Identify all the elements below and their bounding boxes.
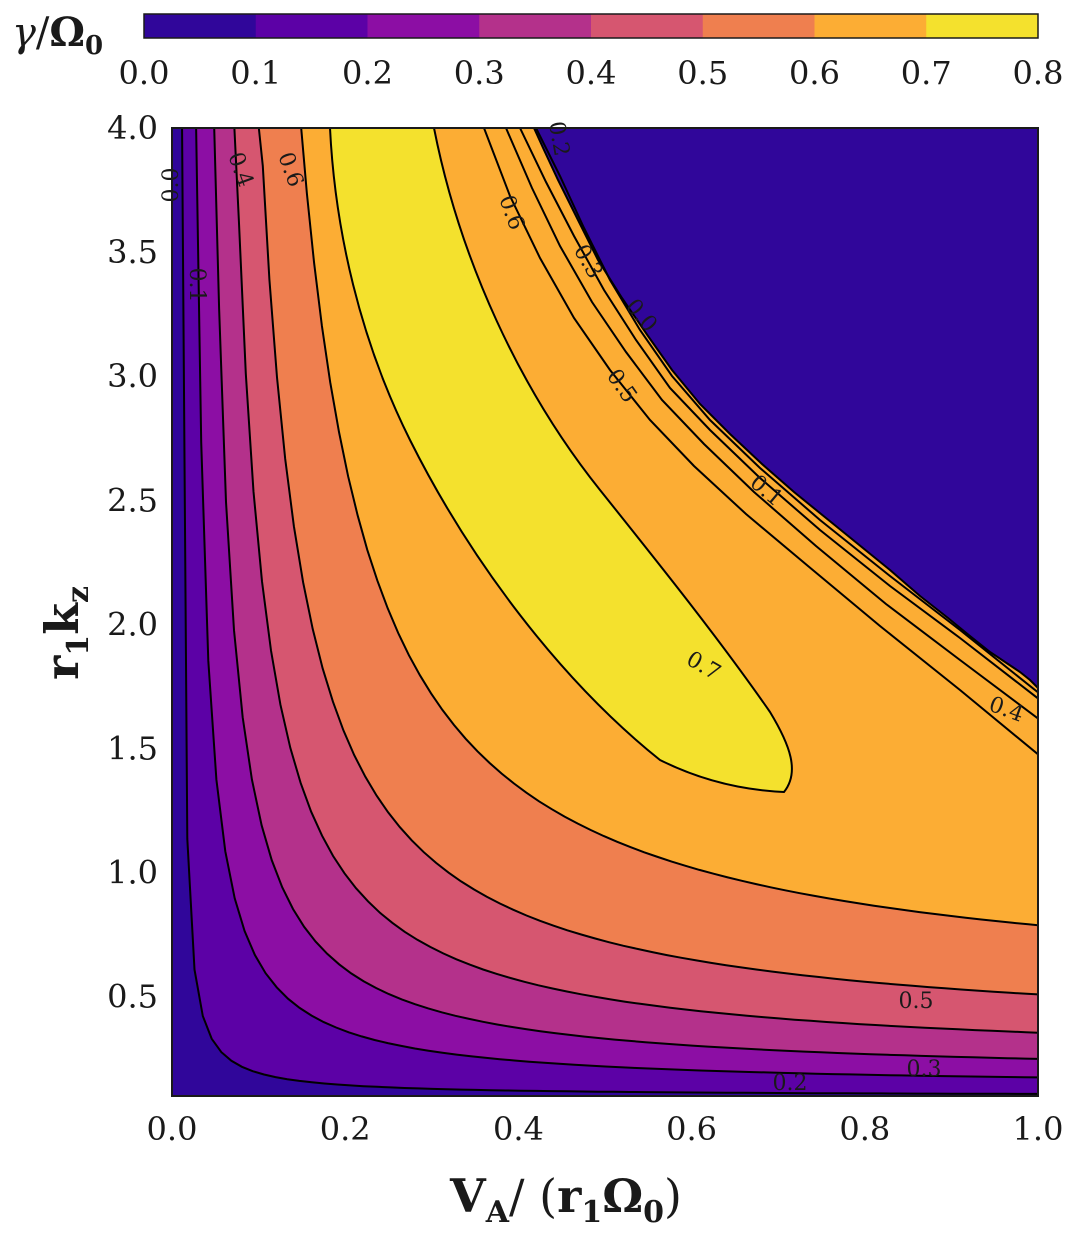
y-tick-label: 3.5 [107, 233, 158, 271]
x-axis-ticks: 0.0 0.2 0.4 0.6 0.8 1.0 [147, 1110, 1064, 1148]
contour-line [257, 128, 1038, 996]
x-label-close: ) [664, 1169, 682, 1223]
colorbar-title-sub: 0 [85, 31, 103, 61]
plot-area [172, 128, 1038, 1096]
y-tick-label: 4.0 [107, 109, 158, 147]
x-label-v: V [449, 1169, 487, 1223]
y-tick-label: 0.5 [107, 978, 158, 1016]
colorbar-tick-label: 0.8 [1013, 54, 1064, 92]
contour-level-label: 0.2 [773, 1071, 808, 1096]
colorbar-tick-label: 0.4 [566, 54, 617, 92]
colorbar: γ/Ω0 0.0 0.1 0.2 0.3 0.4 0.5 0.6 0.7 0.8 [12, 9, 1063, 92]
x-axis-label: VA/ (r1Ω0) [449, 1169, 682, 1230]
contour-level-label: 0.2 [543, 119, 574, 158]
contour-level-label: 0.3 [907, 1057, 942, 1082]
colorbar-title-slash: / [36, 10, 50, 56]
x-tick-label: 0.4 [493, 1110, 544, 1148]
colorbar-tick-label: 0.0 [119, 54, 170, 92]
contour-line [505, 128, 1038, 720]
x-tick-label: 0.2 [320, 1110, 371, 1148]
y-tick-label: 2.0 [107, 605, 158, 643]
y-tick-label: 1.5 [107, 730, 158, 768]
peak-region [328, 128, 793, 794]
colorbar-tick-label: 0.3 [454, 54, 505, 92]
colorbar-segment [479, 14, 592, 38]
colorbar-frame [143, 13, 1039, 39]
contour-line [195, 128, 1038, 1079]
y-label-k: k [35, 602, 89, 635]
x-label-sub-a: A [485, 1195, 510, 1230]
contour-line [519, 128, 1038, 700]
x-label-slash: / ( [509, 1169, 557, 1223]
colorbar-tick-label: 0.2 [342, 54, 393, 92]
colorbar-tick-label: 0.6 [789, 54, 840, 92]
y-tick-label: 3.0 [107, 357, 158, 395]
x-tick-label: 0.8 [839, 1110, 890, 1148]
colorbar-segment [926, 14, 1039, 38]
contour-level-label: 0.1 [184, 268, 209, 303]
x-tick-label: 1.0 [1013, 1110, 1064, 1148]
contour-line [181, 128, 1038, 1095]
colorbar-segment [591, 14, 704, 38]
y-tick-label: 2.5 [107, 481, 158, 519]
colorbar-segment [702, 14, 815, 38]
colorbar-tick-label: 0.7 [901, 54, 952, 92]
y-axis-ticks: 0.5 1.0 1.5 2.0 2.5 3.0 3.5 4.0 [107, 109, 158, 1016]
y-label-r: r [35, 655, 89, 680]
colorbar-segment [367, 14, 480, 38]
colorbar-ticks: 0.0 0.1 0.2 0.3 0.4 0.5 0.6 0.7 0.8 [119, 54, 1064, 92]
colorbar-tick-label: 0.5 [677, 54, 728, 92]
colorbar-title-omega: Ω [49, 9, 85, 56]
x-label-sub-0: 0 [643, 1195, 664, 1230]
contour-line [300, 128, 1038, 927]
colorbar-tick-label: 0.1 [230, 54, 281, 92]
contour-line [233, 128, 1038, 1034]
stable-region [532, 128, 1038, 690]
contour-lines [181, 128, 1038, 1095]
colorbar-segment [144, 14, 257, 38]
x-label-r: r [557, 1169, 582, 1223]
y-axis-label: r1kz [35, 586, 96, 680]
y-label-sub-1: 1 [61, 635, 96, 656]
contour-level-label: 0.5 [899, 989, 934, 1014]
colorbar-segment [255, 14, 368, 38]
x-tick-label: 0.6 [666, 1110, 717, 1148]
y-tick-label: 1.0 [107, 854, 158, 892]
contour-line [213, 128, 1038, 1060]
colorbar-segments [144, 14, 1039, 38]
contour-line [535, 128, 1038, 694]
plot-frame [171, 127, 1039, 1097]
contour-line [483, 128, 1038, 756]
colorbar-title-gamma: γ [12, 10, 36, 56]
colorbar-segment [814, 14, 927, 38]
x-label-omega: Ω [602, 1169, 643, 1223]
x-tick-label: 0.0 [147, 1110, 198, 1148]
colorbar-title: γ/Ω0 [12, 9, 103, 61]
y-label-sub-z: z [61, 586, 96, 603]
x-label-sub-1: 1 [581, 1195, 602, 1230]
